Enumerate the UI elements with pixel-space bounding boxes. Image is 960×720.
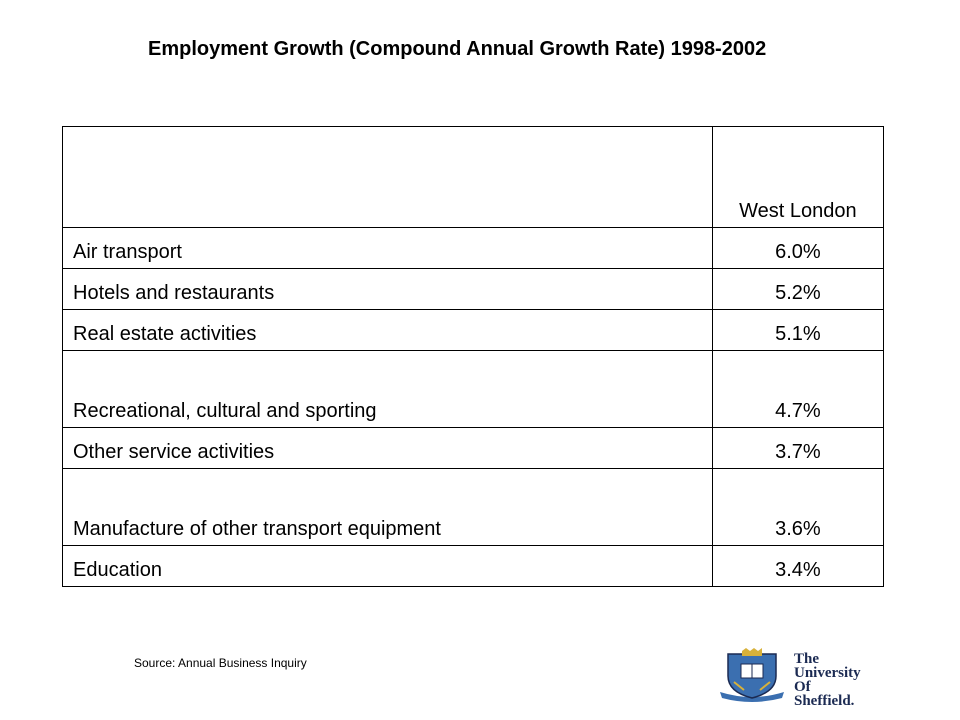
wordmark-line-4: Sheffield.: [794, 693, 855, 709]
sector-name: Education: [62, 545, 713, 587]
growth-value: 4.7%: [711, 350, 885, 428]
table-row: Air transport 6.0%: [62, 227, 885, 269]
growth-table: West London Air transport 6.0% Hotels an…: [62, 126, 885, 587]
table-row: Education 3.4%: [62, 545, 885, 587]
sector-name: Manufacture of other transport equipment: [62, 468, 713, 546]
growth-value: 3.7%: [711, 427, 885, 469]
university-crest-icon: [720, 648, 784, 702]
sector-name: Hotels and restaurants: [62, 268, 713, 310]
table-row: Manufacture of other transport equipment…: [62, 468, 885, 546]
university-wordmark: The University Of Sheffield.: [794, 651, 861, 709]
table-header-row: West London: [62, 126, 885, 228]
sector-name: Other service activities: [62, 427, 713, 469]
sector-name: Recreational, cultural and sporting: [62, 350, 713, 428]
growth-value: 5.2%: [711, 268, 885, 310]
table-row: Recreational, cultural and sporting 4.7%: [62, 350, 885, 428]
growth-value: 3.4%: [711, 545, 885, 587]
sector-name: Air transport: [62, 227, 713, 269]
wordmark-line-3: Of: [794, 679, 811, 695]
wordmark-line-2: University: [794, 665, 861, 681]
sector-name: Real estate activities: [62, 309, 713, 351]
table-row: Real estate activities 5.1%: [62, 309, 885, 351]
table-row: Hotels and restaurants 5.2%: [62, 268, 885, 310]
growth-value: 6.0%: [711, 227, 885, 269]
source-note: Source: Annual Business Inquiry: [134, 656, 307, 670]
header-label-cell: [62, 126, 713, 228]
header-west-london-cell: West London: [711, 126, 885, 228]
table-row: Other service activities 3.7%: [62, 427, 885, 469]
wordmark-line-1: The: [794, 651, 820, 667]
growth-value: 3.6%: [711, 468, 885, 546]
slide-title: Employment Growth (Compound Annual Growt…: [148, 38, 767, 60]
growth-value: 5.1%: [711, 309, 885, 351]
